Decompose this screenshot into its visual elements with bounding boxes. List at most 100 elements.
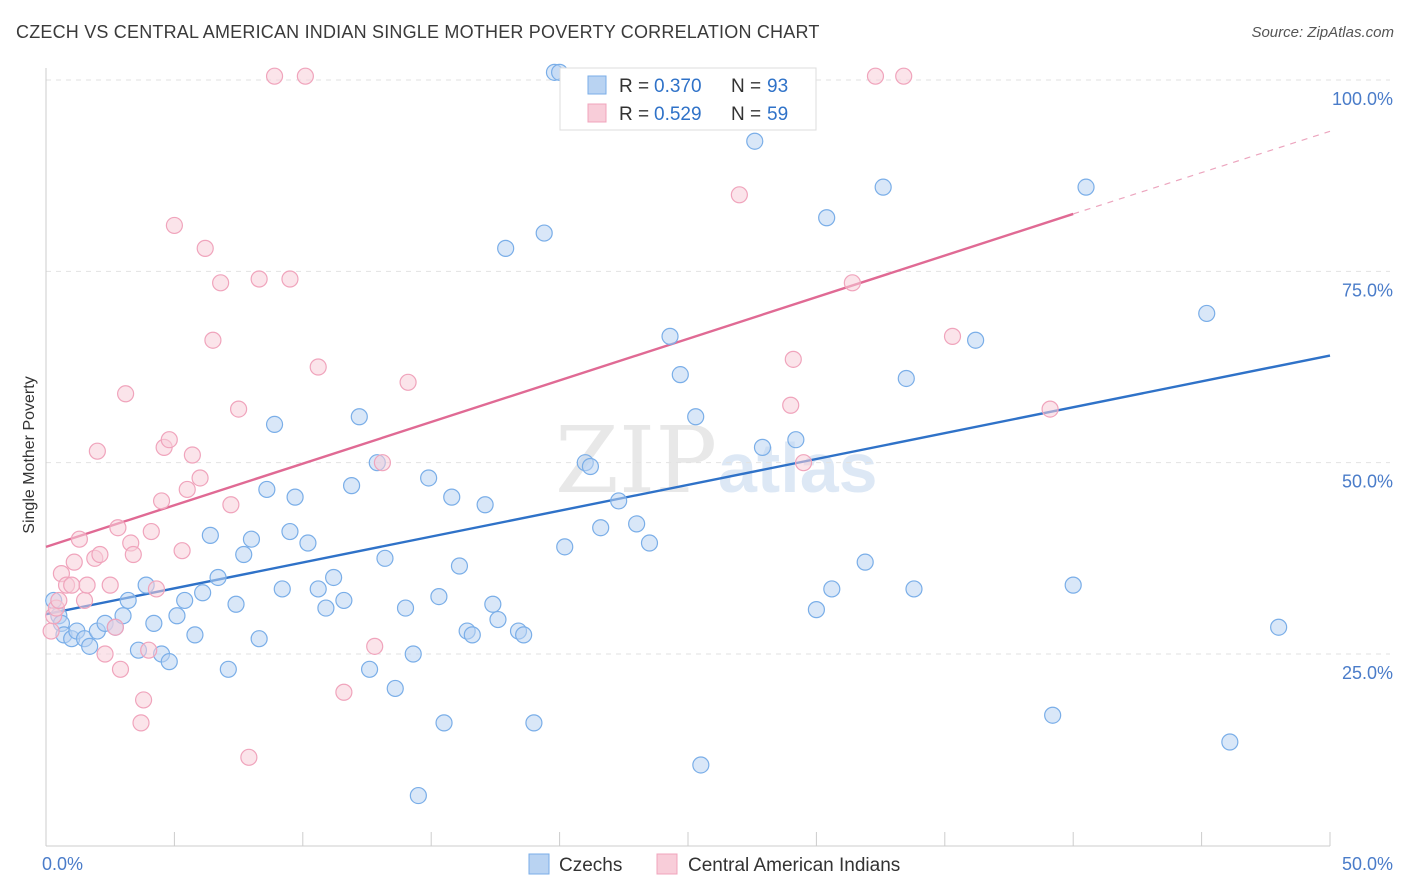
- y-tick-label-100: 100.0%: [1332, 89, 1393, 109]
- point-czechs-81: [823, 580, 841, 598]
- point-central-american-indians-21: [124, 545, 142, 564]
- point-central-american-indians-48: [373, 454, 392, 472]
- point-central-american-indians-36: [204, 331, 222, 349]
- bottom-legend-label-czechs: Czechs: [559, 855, 622, 876]
- point-central-american-indians-42: [265, 67, 284, 85]
- point-central-american-indians-55: [866, 67, 885, 85]
- point-czechs-35: [309, 580, 327, 598]
- point-central-american-indians-27: [152, 492, 171, 510]
- point-central-american-indians-13: [91, 545, 109, 564]
- data-points: [42, 63, 1288, 805]
- legend-n-value-czechs: 93: [767, 76, 788, 97]
- point-czechs-26: [235, 545, 253, 564]
- point-czechs-83: [874, 178, 892, 196]
- point-central-american-indians-17: [109, 519, 127, 537]
- y-tick-label-25: 25.0%: [1342, 663, 1393, 683]
- point-czechs-92: [1270, 618, 1288, 636]
- point-czechs-28: [250, 630, 268, 648]
- point-central-american-indians-37: [212, 274, 230, 292]
- point-central-american-indians-32: [178, 480, 196, 499]
- point-czechs-75: [692, 756, 710, 774]
- point-czechs-62: [535, 224, 553, 242]
- point-czechs-49: [430, 587, 448, 606]
- point-czechs-51: [443, 488, 461, 506]
- legend-n-label-czechs: N =: [731, 76, 761, 97]
- trend-lines: [45, 130, 1331, 616]
- point-czechs-52: [450, 557, 469, 575]
- point-central-american-indians-7: [65, 553, 83, 571]
- point-central-american-indians-14: [96, 645, 114, 663]
- point-czechs-24: [219, 660, 237, 678]
- point-central-american-indians-22: [132, 714, 150, 732]
- point-czechs-37: [325, 568, 343, 587]
- axes: [45, 68, 1331, 847]
- point-czechs-19: [176, 591, 194, 610]
- point-central-american-indians-35: [196, 239, 214, 257]
- point-czechs-70: [628, 515, 646, 533]
- point-czechs-61: [525, 714, 543, 732]
- tick-labels: 25.0% 50.0% 75.0% 100.0% 0.0% 50.0%: [42, 89, 1393, 874]
- point-central-american-indians-30: [165, 216, 183, 235]
- point-czechs-79: [807, 601, 826, 619]
- point-central-american-indians-47: [366, 637, 384, 655]
- point-czechs-72: [661, 327, 679, 345]
- point-czechs-20: [186, 626, 204, 644]
- point-czechs-60: [515, 626, 533, 644]
- point-central-american-indians-15: [101, 576, 119, 594]
- point-czechs-21: [194, 584, 212, 602]
- point-czechs-58: [497, 239, 515, 257]
- point-central-american-indians-54: [843, 274, 861, 292]
- point-czechs-23: [209, 568, 227, 587]
- point-czechs-76: [746, 132, 764, 150]
- x-tick-label-50: 50.0%: [1342, 854, 1393, 874]
- point-central-american-indians-51: [782, 396, 800, 414]
- point-czechs-32: [281, 522, 299, 541]
- point-czechs-82: [856, 553, 874, 571]
- y-tick-label-50: 50.0%: [1342, 472, 1393, 492]
- point-central-american-indians-50: [730, 186, 748, 204]
- source-label: Source: ZipAtlas.com: [1251, 24, 1394, 41]
- bottom-legend-label-central-american-indians: Central American Indians: [688, 855, 900, 876]
- point-czechs-45: [396, 599, 415, 617]
- point-czechs-22: [201, 526, 219, 544]
- point-central-american-indians-8: [70, 530, 88, 548]
- point-czechs-7: [81, 637, 99, 655]
- point-central-american-indians-40: [240, 748, 258, 766]
- point-central-american-indians-19: [117, 385, 135, 403]
- point-central-american-indians-16: [106, 618, 124, 636]
- grid: [46, 79, 1390, 655]
- trend-line-czechs: [45, 354, 1331, 616]
- point-central-american-indians-57: [943, 327, 962, 345]
- point-czechs-87: [1044, 706, 1062, 724]
- point-central-american-indians-31: [173, 542, 191, 560]
- legend-r-value-central-american-indians: 0.529: [654, 104, 702, 125]
- point-central-american-indians-3: [50, 591, 68, 610]
- point-central-american-indians-6: [63, 576, 81, 594]
- y-axis-title: Single Mother Poverty: [21, 376, 38, 533]
- point-central-american-indians-24: [140, 641, 158, 659]
- watermark: ZIP atlas: [555, 407, 878, 514]
- point-czechs-18: [168, 607, 186, 625]
- point-czechs-56: [484, 595, 502, 613]
- point-czechs-71: [640, 534, 659, 552]
- point-central-american-indians-33: [183, 446, 201, 464]
- point-czechs-74: [687, 408, 705, 426]
- point-central-american-indians-26: [147, 580, 166, 598]
- legend-r-label-czechs: R =: [619, 76, 649, 97]
- legend-r-label-central-american-indians: R =: [619, 104, 649, 125]
- point-central-american-indians-58: [1041, 400, 1059, 418]
- point-czechs-69: [610, 492, 628, 510]
- point-czechs-65: [556, 538, 574, 556]
- point-central-american-indians-9: [75, 591, 94, 610]
- chart-title: CZECH VS CENTRAL AMERICAN INDIAN SINGLE …: [16, 22, 820, 42]
- point-central-american-indians-43: [281, 270, 299, 288]
- legend-swatch-czechs: [587, 75, 607, 95]
- point-central-american-indians-56: [895, 67, 913, 85]
- point-czechs-91: [1221, 733, 1239, 751]
- point-central-american-indians-46: [335, 683, 353, 701]
- point-central-american-indians-18: [111, 660, 130, 678]
- point-czechs-36: [317, 599, 335, 617]
- point-czechs-78: [787, 431, 805, 449]
- point-czechs-50: [435, 714, 453, 732]
